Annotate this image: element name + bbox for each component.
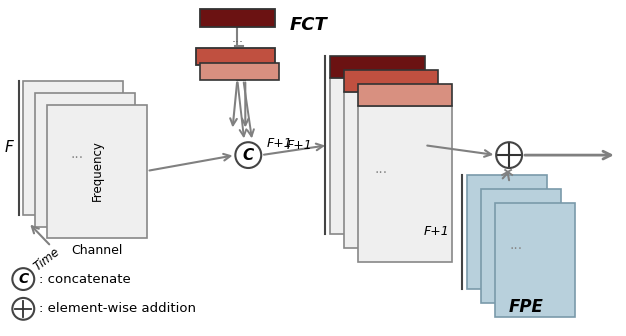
Text: C: C [243, 148, 254, 163]
Text: : concatenate: : concatenate [39, 272, 131, 286]
Bar [468, 175, 547, 289]
Text: ...: ... [374, 162, 387, 176]
Text: F+1: F+1 [286, 139, 312, 152]
Bar [330, 56, 424, 78]
Text: C: C [18, 272, 28, 286]
Text: : element-wise addition: : element-wise addition [39, 302, 196, 315]
Bar [344, 92, 438, 248]
Bar [344, 70, 438, 92]
Text: F: F [5, 140, 14, 155]
Bar [200, 9, 275, 27]
Text: FPE: FPE [508, 298, 543, 316]
Bar [358, 84, 453, 106]
Circle shape [496, 142, 522, 168]
Text: F+1: F+1 [266, 137, 292, 150]
Text: ...: ... [71, 147, 84, 161]
Text: FCT: FCT [290, 16, 328, 34]
Text: Channel: Channel [71, 244, 123, 257]
Circle shape [13, 268, 34, 290]
Text: ...: ... [232, 32, 244, 45]
Bar [35, 93, 135, 226]
Bar [195, 48, 275, 65]
Circle shape [13, 298, 34, 320]
Circle shape [235, 142, 261, 168]
Bar [23, 81, 123, 215]
Bar [330, 78, 424, 235]
Bar [47, 104, 146, 239]
Text: F+1: F+1 [424, 225, 449, 238]
Bar [481, 189, 561, 303]
Text: Time: Time [32, 245, 63, 273]
Bar [358, 106, 453, 262]
Bar [200, 63, 279, 80]
Text: Frequency: Frequency [91, 140, 103, 201]
Bar [495, 203, 575, 317]
Text: ...: ... [510, 238, 523, 252]
